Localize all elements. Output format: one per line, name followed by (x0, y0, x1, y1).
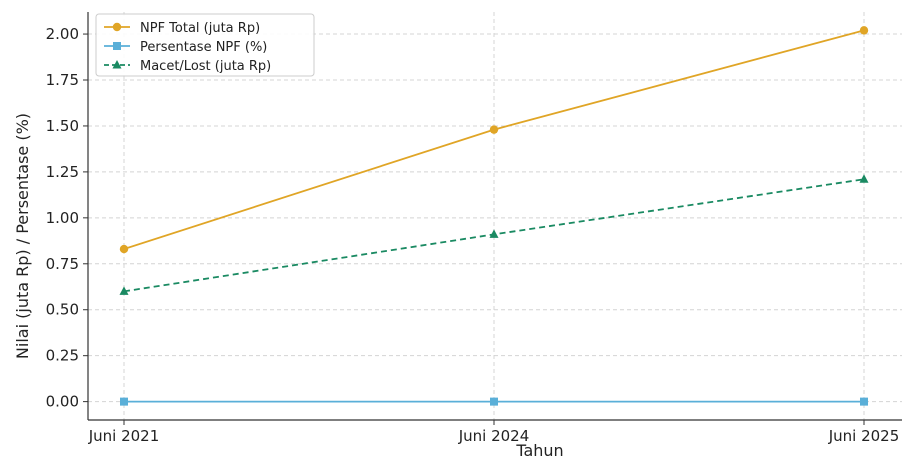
data-point (859, 174, 869, 183)
y-tick-label: 0.50 (46, 301, 79, 319)
legend-item: Persentase NPF (%) (104, 40, 267, 55)
legend-item: NPF Total (juta Rp) (104, 21, 260, 36)
y-tick-label: 1.75 (46, 71, 79, 89)
y-tick-label: 0.75 (46, 255, 79, 273)
tick-labels: 0.00 0.25 0.50 0.75 1.00 1.25 1.50 1.75 2.00 Juni… (46, 25, 900, 445)
y-tick-label: 1.50 (46, 117, 79, 135)
series (119, 26, 869, 406)
data-point (490, 397, 498, 406)
y-tick-label: 0.25 (46, 347, 79, 365)
legend-box (95, 13, 315, 77)
legend-label: NPF Total (juta Rp) (140, 21, 260, 36)
legend-label: Persentase NPF (%) (140, 40, 267, 55)
data-point (859, 26, 869, 35)
y-axis-label: Nilai (juta Rp) / Persentase (%) (13, 113, 32, 359)
y-tick-label: 0.00 (46, 393, 79, 411)
x-tick-label: Juni 2024 (458, 427, 530, 445)
y-tick-label: 2.00 (46, 25, 79, 43)
legend-label: Macet/Lost (juta Rp) (140, 59, 271, 74)
legend-item: Macet/Lost (juta Rp) (104, 59, 271, 74)
legend: NPF Total (juta Rp) Persentase NPF (%) Mac… (95, 13, 315, 77)
data-point (119, 244, 129, 254)
y-tick-label: 1.25 (46, 163, 79, 181)
series-2 (120, 397, 868, 406)
series-3 (119, 174, 869, 295)
x-tick-label: Juni 2021 (88, 427, 160, 445)
legend-marker (112, 60, 122, 69)
x-axis-label: Tahun (515, 441, 563, 460)
legend-marker (112, 22, 122, 32)
data-point (489, 229, 499, 238)
y-tick-label: 1.00 (46, 209, 79, 227)
data-point (489, 125, 499, 134)
data-point (860, 397, 868, 406)
data-point (119, 286, 129, 295)
data-point (120, 397, 128, 406)
x-tick-label: Juni 2025 (828, 427, 900, 445)
series-1 (119, 26, 869, 254)
legend-marker (113, 42, 121, 50)
